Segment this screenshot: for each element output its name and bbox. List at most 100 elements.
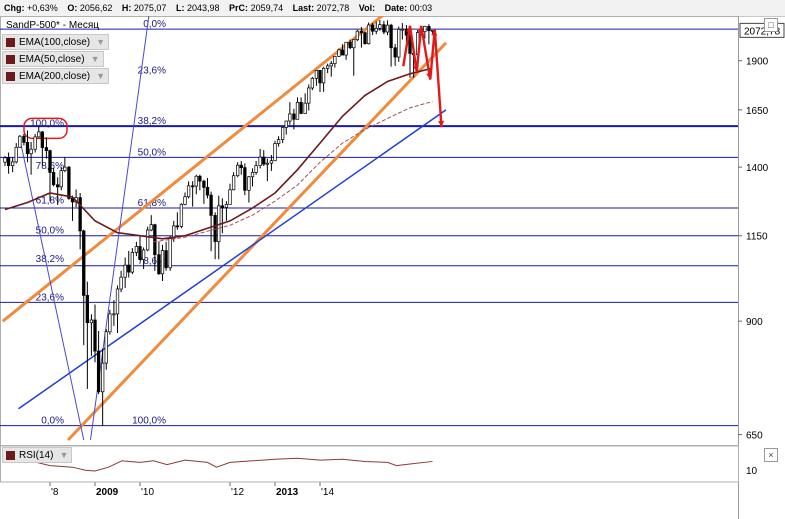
maximize-icon[interactable]: □	[764, 18, 778, 32]
candle-body	[393, 47, 397, 58]
candle-body	[85, 295, 90, 324]
price-tick-label: 1650	[746, 106, 769, 117]
candle-body	[359, 30, 364, 34]
candle-body	[183, 196, 187, 205]
candle-body	[55, 184, 60, 188]
candle-body	[119, 276, 123, 290]
fibonacci-levels: 100,0% 78,6% 61,8% 50,0% 38,2% 23,6% 0,0% 0,0% 2…	[0, 19, 738, 427]
candle-body	[3, 157, 7, 163]
price-tick-label: 900	[746, 317, 763, 328]
candle-body	[51, 172, 56, 186]
low-value: 2043,98	[186, 3, 220, 13]
candle-body	[115, 288, 120, 315]
arrow-head	[412, 65, 419, 72]
last-price-label: 2072,78	[744, 26, 781, 37]
candle-body	[236, 164, 240, 177]
instrument-title[interactable]: SandP-500* - Месяц	[6, 19, 99, 31]
candle-body	[292, 113, 296, 120]
candle-body	[389, 24, 393, 49]
candle-body	[157, 254, 161, 275]
candle-body	[59, 170, 63, 188]
rsi-border	[0, 445, 739, 483]
highlight-ellipse	[23, 117, 68, 140]
price-tick-label: 1400	[746, 163, 769, 174]
rsi-line	[4, 457, 433, 472]
time-tick-label: '12	[231, 487, 244, 498]
candle-body	[295, 102, 300, 120]
candle-body	[29, 148, 33, 155]
chevron-down-icon[interactable]: ▼	[96, 71, 106, 81]
time-tick-label: '14	[321, 487, 334, 498]
candle-body	[6, 157, 11, 167]
candle-body	[127, 264, 131, 273]
close-icon[interactable]: ×	[764, 448, 778, 462]
candle-body	[276, 139, 281, 144]
indicator-label: EMA(50,close)	[19, 53, 85, 65]
fib-label-left: 23,6%	[36, 292, 64, 303]
plot-border	[0, 16, 739, 446]
chevron-down-icon[interactable]: ▼	[90, 54, 100, 64]
candle-body	[96, 350, 101, 393]
candle-body	[423, 25, 427, 33]
chevron-down-icon[interactable]: ▼	[96, 37, 106, 47]
vol-label: Vol:	[358, 3, 376, 13]
indicator-ema200[interactable]: EMA(200,close) ▼	[2, 68, 110, 84]
candle-body	[247, 176, 251, 191]
chevron-down-icon[interactable]: ▼	[59, 450, 69, 460]
candle-body	[224, 204, 229, 208]
candle-body	[385, 24, 390, 33]
indicator-label: EMA(100,close)	[19, 36, 91, 48]
fan-line	[20, 143, 85, 441]
candle-body	[220, 205, 225, 208]
open-label: O:	[67, 3, 78, 13]
candle-body	[44, 147, 49, 151]
candle-body	[100, 362, 105, 393]
price-tick-label: 650	[746, 431, 763, 442]
fib-label-left: 50,0%	[36, 226, 64, 237]
candle-body	[239, 164, 243, 169]
candle-body	[321, 67, 326, 84]
indicator-label: EMA(200,close)	[19, 70, 91, 82]
candle-body	[48, 150, 52, 173]
candle-body	[112, 313, 116, 316]
candle-body	[307, 87, 311, 104]
candle-body	[284, 120, 288, 128]
candle-body	[179, 204, 184, 227]
candle-body	[63, 166, 67, 172]
candle-body	[134, 246, 139, 253]
price-chart[interactable]: 100,0% 78,6% 61,8% 50,0% 38,2% 23,6% 0,0% 0,0% 2…	[0, 16, 785, 519]
rsi-tick-label: 10	[746, 466, 758, 477]
candle-body	[82, 230, 86, 296]
indicator-ema50[interactable]: EMA(50,close) ▼	[2, 51, 104, 67]
candle-body	[250, 172, 255, 178]
candle-body	[164, 250, 168, 269]
candle-body	[371, 24, 375, 32]
candle-body	[209, 194, 213, 216]
candle-body	[427, 25, 431, 32]
time-tick-label: 2009	[96, 487, 119, 498]
fib-label-left: 38,2%	[36, 254, 64, 265]
candle-body	[130, 252, 135, 273]
date-label: Date:	[384, 3, 408, 13]
chg-label: Chg:	[4, 3, 25, 13]
arrow-head	[405, 25, 412, 33]
candle-body	[340, 49, 345, 56]
indicator-rsi[interactable]: RSI(14) ▼	[2, 447, 73, 463]
candle-body	[378, 24, 382, 29]
open-value: 2056,62	[79, 3, 113, 13]
fib-label-right: 23,6%	[138, 66, 166, 77]
color-swatch	[6, 54, 15, 64]
candle-body	[25, 142, 30, 155]
fib-label-right: 61,8%	[138, 198, 166, 209]
candle-body	[146, 229, 150, 251]
indicator-ema100[interactable]: EMA(100,close) ▼	[2, 34, 110, 50]
candle-body	[366, 24, 371, 45]
price-tick-label: 1150	[746, 232, 768, 243]
candle-body	[89, 319, 94, 324]
candle-body	[382, 24, 386, 33]
candle-body	[348, 41, 352, 49]
date-value: 00:03	[409, 3, 433, 13]
candle-body	[299, 102, 303, 114]
arrow-head	[438, 120, 445, 128]
candle-body	[67, 166, 71, 199]
